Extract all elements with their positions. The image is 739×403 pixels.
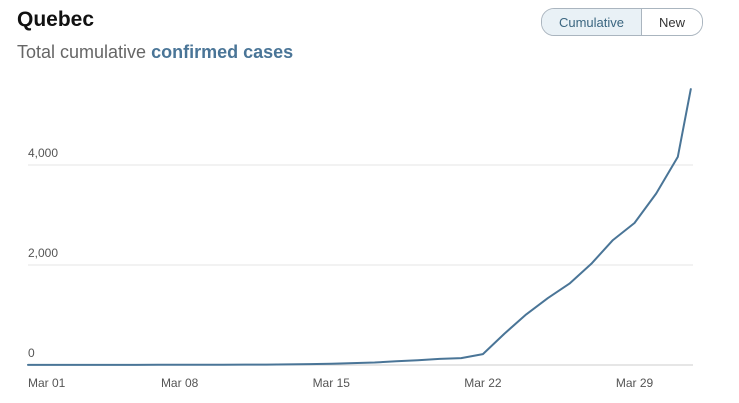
data-point (416, 358, 420, 362)
page-title: Quebec (17, 8, 95, 31)
y-tick-label: 0 (28, 346, 35, 360)
axis-layer: 0 2,000 4,000 Mar 01 Mar 08 Mar 15 Mar 22 Mar 2… (28, 146, 654, 390)
data-point (199, 363, 203, 367)
data-point (373, 361, 377, 365)
data-point (69, 363, 73, 367)
data-point (676, 155, 680, 159)
data-point (48, 363, 52, 367)
data-point (633, 221, 637, 225)
data-point (156, 363, 160, 367)
data-point (524, 312, 528, 316)
data-point (568, 282, 572, 286)
x-tick-label: Mar 01 (28, 376, 66, 390)
new-button[interactable]: New (642, 9, 702, 35)
series-layer (26, 87, 693, 367)
data-point (438, 357, 442, 361)
data-point (91, 363, 95, 367)
data-point (329, 362, 333, 366)
y-tick-label: 4,000 (28, 146, 58, 160)
data-point (26, 363, 30, 367)
data-point (481, 352, 485, 356)
data-point (113, 363, 117, 367)
data-point (178, 363, 182, 367)
data-point (503, 332, 507, 336)
data-point (589, 262, 593, 266)
x-tick-label: Mar 15 (313, 376, 351, 390)
data-point (611, 238, 615, 242)
data-point (264, 363, 268, 367)
subtitle-prefix: Total cumulative (17, 42, 147, 62)
y-tick-label: 2,000 (28, 246, 58, 260)
data-point (286, 362, 290, 366)
cumulative-button[interactable]: Cumulative (542, 9, 642, 35)
x-tick-label: Mar 22 (464, 376, 502, 390)
data-point (459, 356, 463, 360)
data-point (308, 362, 312, 366)
data-point (221, 363, 225, 367)
series-line (27, 88, 692, 366)
data-point (243, 363, 247, 367)
data-point (134, 363, 138, 367)
subtitle-highlight: confirmed cases (151, 42, 294, 62)
data-point (689, 87, 693, 91)
chart-subtitle: Total cumulative confirmed cases (17, 42, 293, 63)
grid-layer (28, 164, 693, 366)
x-tick-label: Mar 29 (616, 376, 654, 390)
data-point (546, 296, 550, 300)
data-point (654, 192, 658, 196)
data-point (394, 359, 398, 363)
x-tick-label: Mar 08 (161, 376, 199, 390)
view-toggle: Cumulative New (541, 8, 703, 36)
data-point (351, 361, 355, 365)
